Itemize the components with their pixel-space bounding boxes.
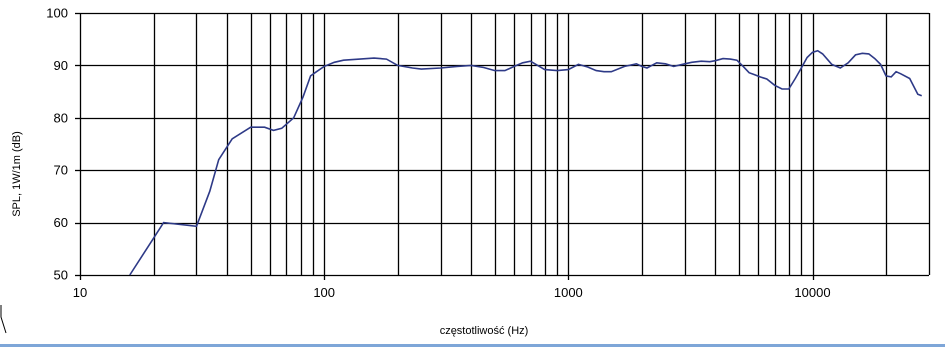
axes xyxy=(75,12,929,280)
x-tick-label: 100 xyxy=(313,285,335,300)
x-tick-label: 10000 xyxy=(794,285,830,300)
x-tick-label: 10 xyxy=(73,285,87,300)
x-tick-labels: 10 100 1000 10000 xyxy=(73,285,831,300)
y-tick-label: 80 xyxy=(54,110,68,125)
x-tick-label: 1000 xyxy=(554,285,583,300)
spl-response-line xyxy=(129,49,923,276)
y-tick-label: 100 xyxy=(46,6,68,21)
y-tick-labels: 50 60 70 80 90 100 xyxy=(46,6,68,283)
x-axis-label: częstotliwość (Hz) xyxy=(440,325,529,337)
bottom-border xyxy=(0,344,945,347)
grid-lines xyxy=(80,12,931,275)
corner-decoration xyxy=(0,305,8,335)
y-tick-label: 50 xyxy=(54,268,68,283)
plot-background xyxy=(80,13,929,275)
y-tick-label: 60 xyxy=(54,215,68,230)
y-tick-label: 70 xyxy=(54,163,68,178)
y-axis-label: SPL, 1W/1m (dB) xyxy=(11,131,23,217)
y-tick-label: 90 xyxy=(54,58,68,73)
plot-area xyxy=(80,13,929,275)
